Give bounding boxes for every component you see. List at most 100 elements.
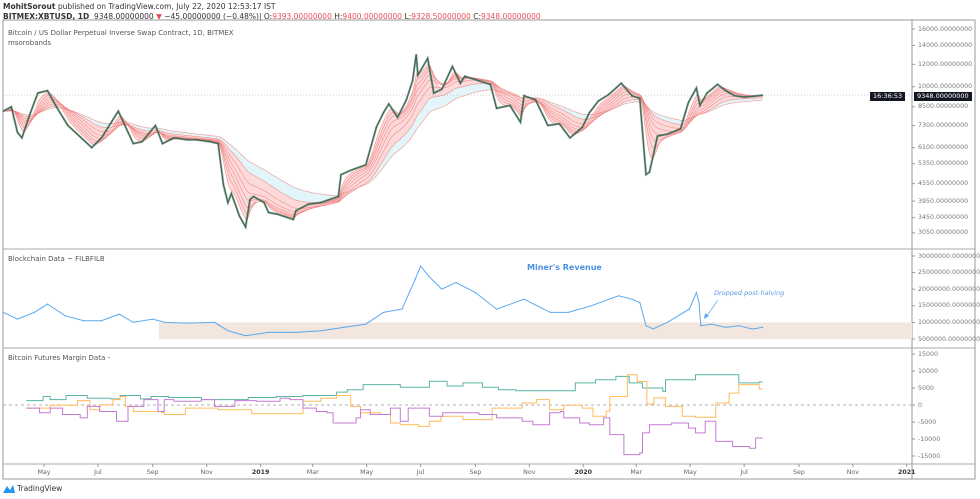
revenue-point [567, 311, 569, 314]
price-point [489, 83, 492, 85]
tradingview-logo-text: TradingView [17, 484, 63, 493]
revenue-point [365, 323, 367, 325]
price-point [351, 169, 354, 171]
price-point [631, 95, 633, 97]
revenue-point [152, 318, 154, 320]
price-point [706, 92, 708, 94]
price-point [78, 135, 80, 137]
price-point [478, 80, 480, 82]
price-point [699, 104, 701, 106]
revenue-point [2, 311, 4, 314]
price-point [451, 65, 454, 68]
price-axis-label: 10000.00000000 [918, 83, 973, 91]
price-point [21, 137, 23, 139]
revenue-point [536, 305, 538, 307]
revenue-point [710, 323, 713, 325]
low-value: 9328.50000000 [411, 12, 471, 21]
time-axis-label: Nov [200, 469, 213, 476]
price-point [365, 164, 367, 166]
revenue-axis-label: 30000000.00000000 [918, 252, 980, 260]
revenue-point [227, 330, 229, 332]
price-point [222, 184, 225, 186]
tradingview-logo[interactable]: TradingView [3, 484, 62, 493]
price-point [37, 92, 39, 94]
margin-pane-title[interactable]: Bitcoin Futures Margin Data - [8, 354, 110, 362]
revenue-point [343, 326, 345, 328]
price-point [509, 104, 511, 106]
price-point [687, 101, 690, 104]
price-point [441, 88, 443, 90]
time-axis-label: Jul [94, 469, 102, 476]
price-point [433, 92, 435, 94]
price-axis-label: 12000.00000000 [918, 60, 973, 68]
revenue-point [700, 325, 702, 327]
price-axis-label: 3050.00000000 [918, 229, 969, 237]
revenue-point [214, 321, 216, 323]
price-point [249, 198, 251, 201]
margin-axis-label: -15000 [918, 452, 941, 460]
price-line [3, 54, 763, 229]
revenue-point [186, 322, 188, 324]
revenue-point [698, 301, 700, 304]
highlight-range [158, 322, 913, 339]
revenue-point [455, 281, 457, 284]
price-point [186, 139, 188, 141]
revenue-point [618, 295, 620, 297]
revenue-point [419, 265, 422, 267]
revenue-point [267, 331, 270, 333]
margin-axis-label: 0 [918, 401, 923, 409]
indicator-label[interactable]: msorobands [8, 39, 52, 47]
price-point [267, 211, 270, 214]
price-point [67, 124, 69, 127]
revenue-point [474, 291, 476, 294]
price-point [581, 126, 583, 128]
blockchain-pane-title[interactable]: Blockchain Data ~ FILBFILB [8, 255, 105, 263]
price-point [209, 141, 211, 143]
margin-axis-label: 10000 [918, 367, 939, 375]
price-point [639, 97, 641, 100]
price-axis-label: 16000.00000000 [918, 25, 973, 33]
time-axis-label: Sep [469, 469, 482, 476]
price-point [427, 57, 429, 59]
margin-axis-label: 5000 [918, 384, 935, 392]
revenue-axis-label: 20000000.00000000 [918, 285, 980, 293]
author-name[interactable]: MohitSorout [3, 2, 56, 11]
price-axis-label: 14000.00000000 [918, 41, 973, 49]
price-point [132, 143, 134, 145]
inner-band-fill [3, 64, 763, 220]
time-axis-label: 2020 [574, 469, 592, 476]
price-point [55, 106, 57, 108]
price-point [519, 121, 522, 123]
time-axis-label: 2021 [898, 469, 916, 476]
high-value: 9400.00000000 [342, 12, 403, 21]
price-point [733, 95, 736, 97]
price-point [388, 103, 390, 105]
ohlc-legend: BITMEX:XBTUSD, 1D 9348.00000000 ▼ −45.00… [3, 12, 541, 21]
time-axis-label: May [37, 469, 51, 476]
price-point [608, 93, 610, 96]
revenue-point [427, 275, 430, 277]
price-point [743, 96, 745, 98]
price-point [569, 137, 571, 139]
time-axis-label: May [360, 469, 374, 476]
price-point [252, 195, 255, 198]
price-point [656, 135, 659, 137]
price-point [412, 80, 414, 82]
price-point [100, 137, 103, 139]
price-point [227, 202, 229, 204]
revenue-point [738, 325, 740, 327]
revenue-point [295, 331, 297, 333]
price-point [141, 141, 143, 143]
main-pane-title: Bitcoin / US Dollar Perpetual Inverse Sw… [8, 29, 234, 37]
revenue-point [441, 288, 443, 290]
triangle-down-icon: ▼ [156, 12, 162, 21]
revenue-axis-label: 5000000.00000000 [918, 335, 980, 343]
revenue-point [639, 301, 641, 304]
price-point [263, 202, 265, 204]
revenue-point [549, 311, 552, 314]
revenue-point [590, 305, 592, 307]
price-point [645, 173, 647, 176]
price-point [588, 112, 591, 114]
revenue-point [382, 311, 385, 314]
